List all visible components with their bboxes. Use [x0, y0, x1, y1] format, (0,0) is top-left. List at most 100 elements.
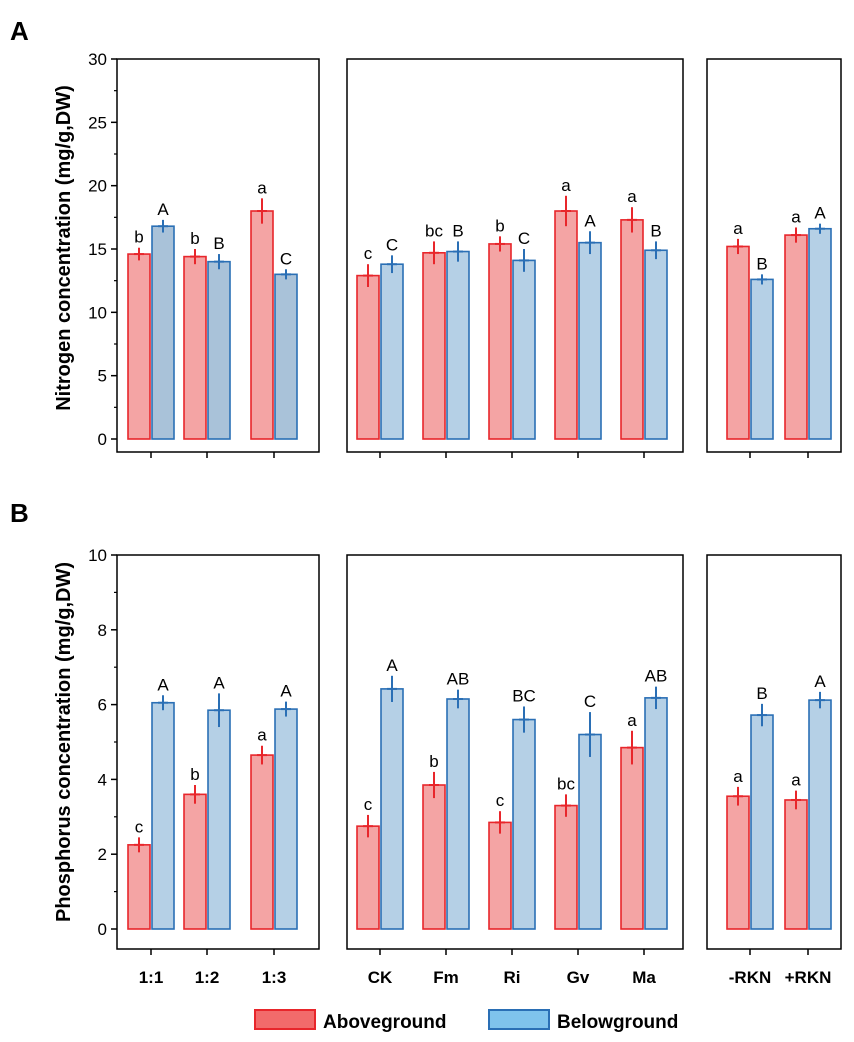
- significance-label: a: [733, 767, 743, 786]
- significance-label: C: [280, 249, 292, 268]
- significance-label: c: [496, 791, 505, 810]
- y-tick-label: 4: [98, 770, 107, 789]
- bar-below-13: [274, 273, 298, 440]
- significance-label: a: [791, 207, 801, 226]
- bar-above-ri: [488, 821, 512, 930]
- bar-below-fm: [446, 250, 470, 440]
- bar-above-12: [183, 255, 207, 440]
- bar-above-13: [250, 754, 274, 930]
- y-tick-label: 20: [88, 177, 107, 196]
- bar-below-rkn: [808, 227, 832, 440]
- y-tick-label: 6: [98, 696, 107, 715]
- significance-label: A: [584, 211, 596, 230]
- significance-label: a: [627, 187, 637, 206]
- significance-label: AB: [447, 670, 470, 689]
- bar-below-ck: [380, 263, 404, 440]
- bar-above-rkn: [726, 245, 750, 440]
- bar-below-gv: [578, 733, 602, 930]
- panel-frame: [116, 58, 320, 453]
- x-tick-label-ck: CK: [368, 968, 393, 987]
- y-tick-label: 15: [88, 240, 107, 259]
- bar-above-fm: [422, 784, 446, 930]
- bar-above-ck: [356, 825, 380, 930]
- x-tick-label-gv: Gv: [567, 968, 590, 987]
- significance-label: bc: [425, 221, 443, 240]
- panel-a: A Nitrogen concentration (mg/g,DW) 0 5 10 1…: [10, 16, 842, 458]
- x-tick-label-rkn: -RKN: [729, 968, 772, 987]
- significance-label: b: [190, 765, 199, 784]
- bar-below-12: [207, 709, 231, 930]
- bar-below-ri: [512, 718, 536, 930]
- y-tick-label: 10: [88, 546, 107, 565]
- bar-below-ck: [380, 688, 404, 930]
- significance-label: A: [814, 672, 826, 691]
- significance-label: b: [134, 228, 143, 247]
- legend-aboveground-swatch: [254, 1009, 316, 1030]
- bar-below-rkn: [750, 278, 774, 440]
- bar-above-rkn: [784, 234, 808, 440]
- bar-below-11: [151, 701, 175, 930]
- bar-below-rkn: [808, 699, 832, 930]
- y-tick-label: 2: [98, 845, 107, 864]
- y-tick-label: 0: [98, 430, 107, 449]
- significance-label: A: [386, 656, 398, 675]
- significance-label: B: [650, 221, 661, 240]
- panel-b-ylabel: Phosphorus concentration (mg/g,DW): [53, 562, 75, 922]
- significance-label: a: [627, 711, 637, 730]
- y-tick-label: 0: [98, 920, 107, 939]
- significance-label: a: [791, 771, 801, 790]
- x-tick-label-fm: Fm: [433, 968, 459, 987]
- significance-label: A: [280, 682, 292, 701]
- panel-b: B Phosphorus concentration (mg/g,DW) 0 2 4…: [10, 498, 842, 987]
- legend-belowground-swatch: [488, 1009, 550, 1030]
- bar-below-ma: [644, 697, 668, 930]
- x-tick-label-12: 1:2: [195, 968, 220, 987]
- bar-above-rkn: [784, 799, 808, 930]
- x-tick-label-13: 1:3: [262, 968, 287, 987]
- x-tick-label-rkn: +RKN: [785, 968, 832, 987]
- significance-label: C: [386, 235, 398, 254]
- significance-label: B: [213, 234, 224, 253]
- significance-label: a: [733, 219, 743, 238]
- y-tick-label: 25: [88, 113, 107, 132]
- panel-frame: [116, 554, 320, 950]
- significance-label: c: [364, 244, 373, 263]
- bar-above-ma: [620, 746, 644, 930]
- panel-frame: [346, 58, 684, 453]
- bar-above-ma: [620, 219, 644, 440]
- legend-belowground-label: Belowground: [557, 1012, 678, 1033]
- significance-label: a: [561, 176, 571, 195]
- x-tick-label-11: 1:1: [139, 968, 164, 987]
- y-tick-label: 5: [98, 367, 107, 386]
- y-tick-label: 30: [88, 50, 107, 69]
- panel-frame: [706, 554, 842, 950]
- legend-aboveground-label: Aboveground: [323, 1012, 447, 1033]
- bar-below-13: [274, 708, 298, 930]
- bar-above-ri: [488, 243, 512, 440]
- significance-label: A: [213, 673, 225, 692]
- y-tick-label: 8: [98, 621, 107, 640]
- panel-a-label: A: [10, 16, 29, 46]
- bar-below-fm: [446, 698, 470, 930]
- bar-above-11: [127, 844, 151, 930]
- bar-above-gv: [554, 210, 578, 440]
- significance-label: b: [495, 216, 504, 235]
- bar-below-gv: [578, 241, 602, 440]
- significance-label: c: [364, 795, 373, 814]
- bar-below-ma: [644, 249, 668, 440]
- x-tick-label-ma: Ma: [632, 968, 656, 987]
- significance-label: B: [756, 254, 767, 273]
- significance-label: bc: [557, 774, 575, 793]
- panel-b-plot: 02468101:1cA1:2bA1:3aACKcAFmbABRicBCGvbc…: [88, 546, 842, 987]
- panel-a-ylabel: Nitrogen concentration (mg/g,DW): [53, 85, 75, 411]
- significance-label: c: [135, 817, 144, 836]
- bar-above-gv: [554, 804, 578, 930]
- bar-above-fm: [422, 252, 446, 440]
- significance-label: C: [518, 229, 530, 248]
- bar-above-rkn: [726, 795, 750, 930]
- y-tick-label: 10: [88, 303, 107, 322]
- bar-below-ri: [512, 259, 536, 440]
- bar-below-rkn: [750, 714, 774, 930]
